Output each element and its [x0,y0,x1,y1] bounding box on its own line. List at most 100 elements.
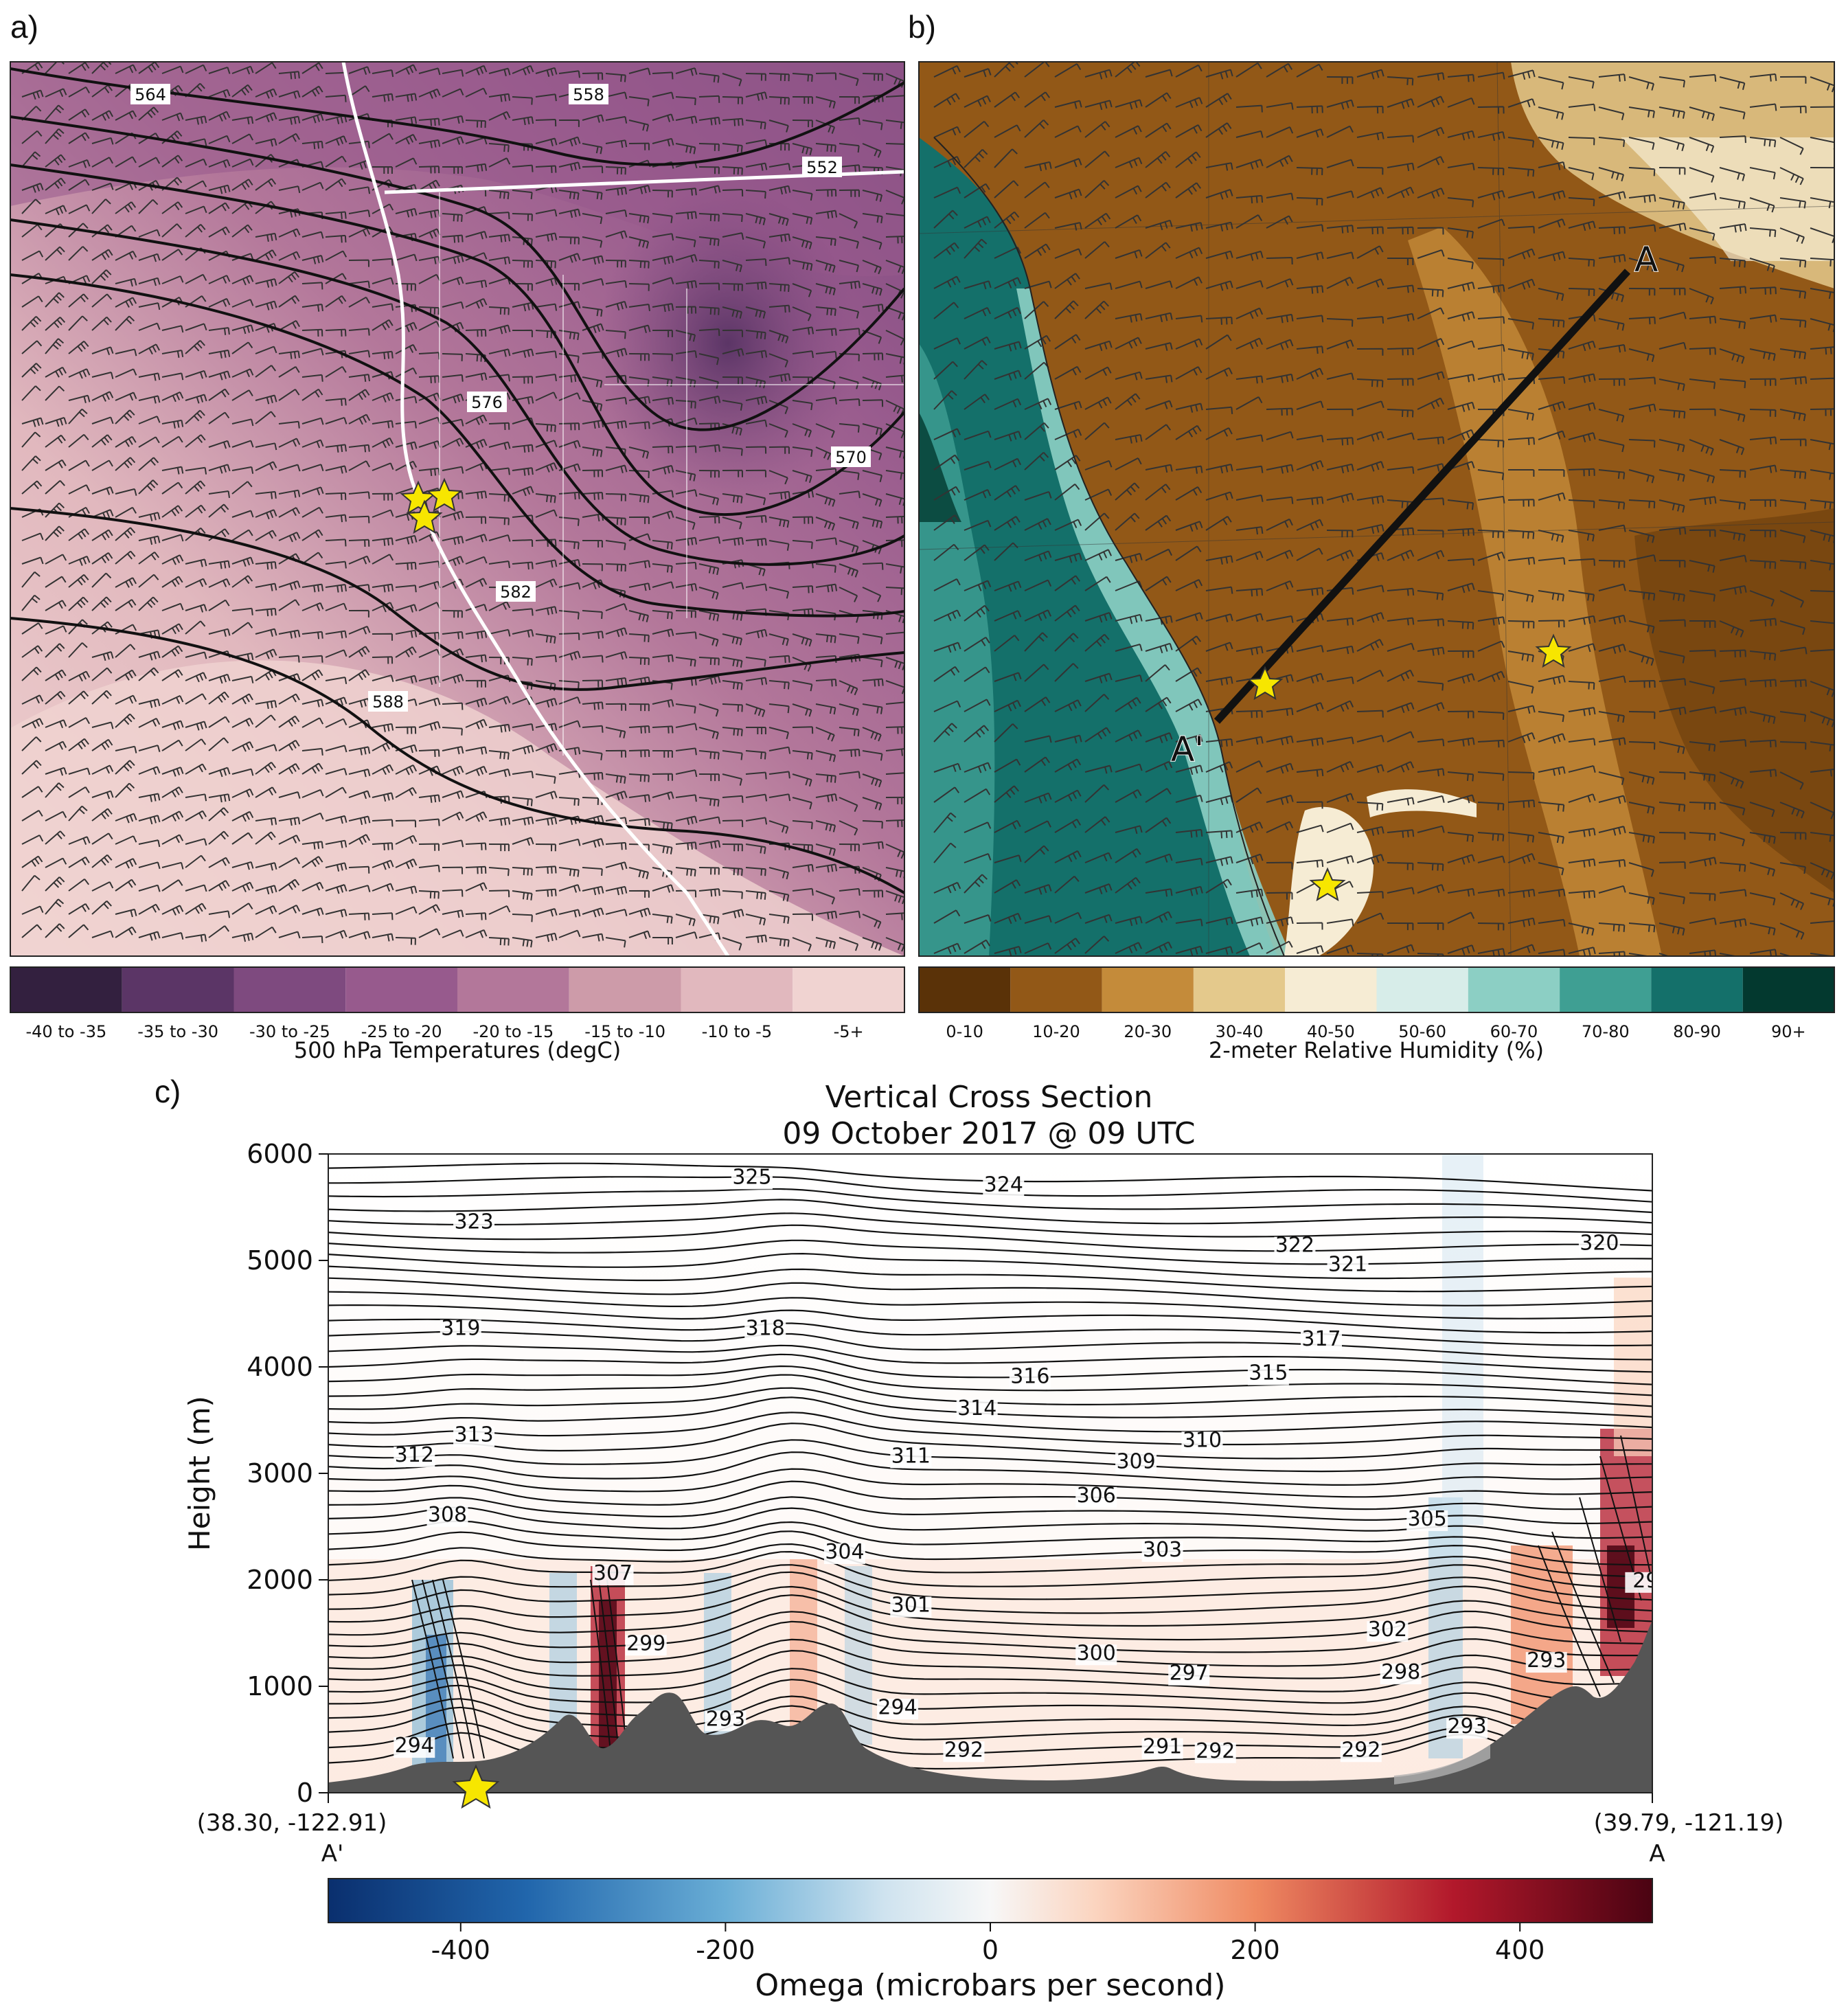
wind-barb [512,329,533,337]
wind-barb [815,283,836,296]
wind-barb [1296,519,1324,531]
wind-barb [512,539,534,547]
humidity-colorbar-swatch [1193,967,1286,1012]
wind-barb [1054,365,1082,380]
wind-barb [675,815,698,826]
wind-barb [839,260,859,273]
wind-barb [465,912,487,920]
wind-barb [1175,247,1203,259]
wind-barb [675,723,698,731]
temperature-colorbar: -40 to -35 -35 to -30 -30 to -25 -25 to -20… [10,966,905,1041]
wind-barb [1538,711,1564,723]
theta-label: 301 [891,1594,931,1618]
wind-barb [994,672,1022,682]
wind-barb [1054,273,1080,289]
wind-barb [698,95,720,103]
wind-barb [1356,802,1384,811]
wind-barb [21,224,43,238]
wind-barb [1145,374,1173,383]
wind-barb [208,440,231,449]
height-tick-label: 4000 [247,1352,313,1382]
wind-barb [558,540,580,550]
wind-barb [1689,439,1714,456]
wind-barb [933,842,957,863]
wind-barb [1689,741,1716,752]
wind-barb [768,283,790,292]
wind-barb [115,315,135,331]
wind-barb [605,885,628,896]
wind-barb [745,514,767,523]
wind-barb [1689,469,1716,484]
wind-barb [1538,949,1566,956]
wind-barb [535,93,557,102]
wind-barb [535,655,557,663]
wind-barb [652,820,673,830]
wind-barb [1477,771,1505,781]
wind-barb [722,166,743,175]
wind-barb [21,571,41,588]
wind-barb [1084,150,1110,168]
wind-barb [372,166,393,174]
wind-barb [208,111,231,122]
wind-barb [231,341,253,354]
wind-barb [1719,771,1744,789]
wind-barb [1598,167,1624,182]
wind-barb [91,690,112,705]
wind-barb [115,110,137,121]
wind-barb [1598,226,1626,234]
wind-barb [698,306,720,315]
wind-barb [745,538,767,547]
temperature-colorbar-title: 500 hPa Temperatures (degC) [294,1037,621,1063]
theta-label: 308 [428,1503,467,1527]
wind-barb [675,400,696,409]
wind-barb [1507,705,1536,714]
wind-barb [1477,343,1505,352]
wind-barb [722,843,743,852]
wind-barb [348,885,371,892]
wind-barb [768,330,789,344]
wind-barb [278,740,300,751]
wind-barb [255,817,277,826]
theta-label: 323 [454,1210,493,1234]
wind-barb [1115,482,1140,501]
wind-barb [1387,226,1414,235]
wind-barb [1024,609,1052,622]
theta-label: 316 [1010,1364,1049,1388]
wind-barb [1417,227,1444,235]
wind-barb [964,280,992,290]
wind-barb [138,253,161,262]
wind-barb [255,561,277,570]
wind-barb [792,726,814,734]
wind-barb [1356,912,1384,924]
wind-barb [68,642,88,658]
wind-barb [558,720,581,728]
wind-barb [325,465,347,474]
wind-barb [1749,769,1777,778]
wind-barb [582,323,604,334]
wind-barb [1628,650,1654,666]
wind-barb [68,132,90,144]
wind-barb [933,390,957,410]
wind-barb [1719,620,1744,637]
wind-barb [91,854,113,868]
wind-barb [21,340,43,354]
wind-barb [1084,611,1113,623]
wind-barb [301,304,323,312]
wind-barb [1719,530,1746,542]
wind-barb [1417,95,1445,108]
wind-barb [839,820,858,836]
wind-barb [1235,130,1264,138]
theta-label: 29 [1632,1569,1659,1593]
wind-barb [488,441,511,451]
wind-barb [442,556,464,566]
wind-barb [465,929,488,938]
wind-barb [372,883,394,892]
wind-barb [348,414,371,425]
wind-barb [418,818,440,826]
wind-barb [68,109,90,121]
wind-barb [1296,460,1324,471]
wind-barb [1235,104,1263,113]
wind-barb [582,750,603,760]
wind-barb [1084,100,1113,111]
wind-barb [1598,583,1626,591]
